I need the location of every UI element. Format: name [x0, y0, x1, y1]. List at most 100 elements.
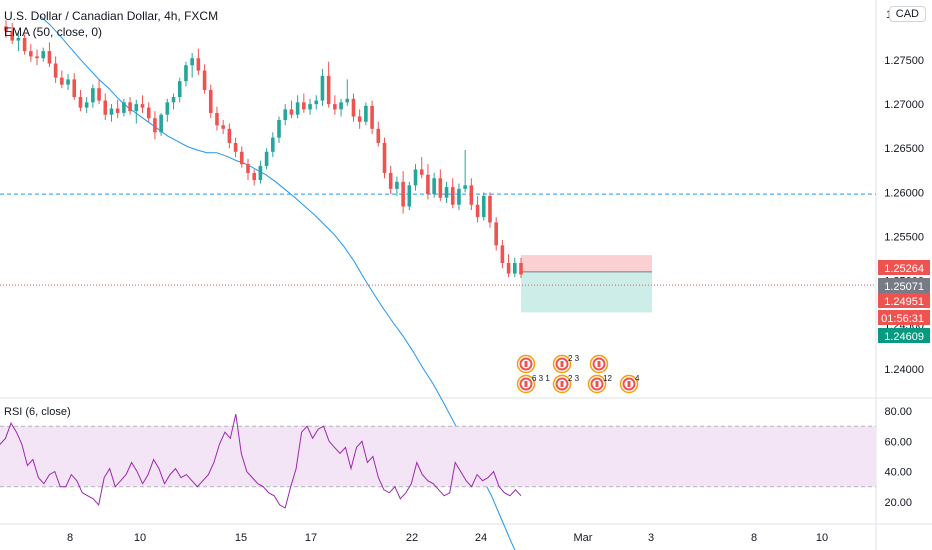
candle: [41, 47, 46, 62]
time-tick: 22: [406, 532, 418, 544]
candle: [475, 195, 480, 223]
time-tick: 8: [67, 532, 73, 544]
svg-text:2 3: 2 3: [568, 354, 580, 363]
candle: [370, 100, 374, 135]
candle: [91, 84, 95, 108]
candle: [457, 183, 461, 211]
take-profit-zone[interactable]: [521, 271, 652, 313]
time-tick: 10: [134, 532, 146, 544]
rsi-tick: 20.00: [884, 497, 912, 509]
economic-events[interactable]: 2 3 6 3 1 2 3 12 4: [516, 354, 641, 394]
candle: [221, 119, 225, 135]
candle: [308, 98, 312, 115]
candle: [376, 121, 381, 147]
rsi-tick: 60.00: [884, 436, 912, 448]
price-labels: 1.25264 1.25071 1.24951 01:56:31 1.24609: [878, 260, 930, 343]
candle: [463, 150, 467, 193]
candle: [140, 95, 145, 113]
candle: [271, 132, 275, 158]
event-icon[interactable]: 4: [619, 374, 641, 394]
position-tool[interactable]: [521, 255, 652, 313]
event-icon[interactable]: 6 3 1: [516, 374, 551, 394]
candle: [22, 34, 27, 55]
candle: [258, 160, 263, 184]
candlestick-series: [4, 20, 523, 279]
time-axis[interactable]: 8 10 15 17 22 24 Mar 3 8 10: [67, 532, 828, 544]
candle: [413, 164, 418, 191]
candle: [227, 123, 232, 149]
price-label-target: 1.24609: [878, 328, 930, 343]
svg-text:1.25071: 1.25071: [884, 281, 924, 293]
rsi-pane: [0, 413, 876, 509]
event-icon[interactable]: [589, 354, 609, 374]
candle: [320, 68, 325, 106]
candle: [295, 95, 300, 119]
time-tick: 15: [235, 532, 247, 544]
svg-text:12: 12: [603, 374, 612, 383]
price-tick: 1.26500: [884, 143, 924, 155]
candle: [283, 104, 288, 126]
price-tick: 1.25500: [884, 232, 924, 244]
candle: [494, 217, 498, 251]
candle: [35, 49, 39, 66]
event-icon[interactable]: [516, 354, 536, 374]
candle: [519, 257, 523, 279]
candle: [239, 146, 244, 168]
svg-text:1.24951: 1.24951: [884, 296, 924, 308]
candle: [252, 169, 256, 186]
ema-legend: EMA (50, close, 0): [4, 25, 106, 39]
candle: [357, 109, 362, 129]
candle: [264, 148, 269, 170]
event-icon[interactable]: 2 3: [552, 354, 580, 374]
candle: [208, 84, 213, 119]
time-tick: 24: [475, 532, 487, 544]
price-label-stop: 1.25264: [878, 260, 930, 275]
svg-text:01:56:31: 01:56:31: [881, 313, 924, 325]
candle: [395, 176, 399, 196]
candle: [351, 93, 356, 122]
time-tick: 17: [305, 532, 317, 544]
candle: [171, 93, 176, 110]
currency-button[interactable]: CAD: [888, 6, 926, 22]
symbol-legend: U.S. Dollar / Canadian Dollar, 4h, FXCM: [4, 9, 222, 23]
svg-text:6 3 1: 6 3 1: [532, 374, 550, 383]
candle: [314, 95, 319, 110]
price-tick: 1.24000: [884, 364, 924, 376]
price-label-entry: 1.24951: [878, 293, 930, 308]
symbol-title: U.S. Dollar / Canadian Dollar, 4h, FXCM: [4, 9, 219, 23]
ema-label: EMA (50, close, 0): [4, 25, 103, 39]
price-tick: 1.27500: [884, 55, 924, 67]
candle: [277, 116, 281, 143]
candle: [289, 100, 294, 119]
candle: [512, 257, 517, 278]
candle: [450, 178, 455, 209]
rsi-line: [0, 413, 522, 509]
candle: [29, 44, 33, 62]
candle: [10, 22, 15, 45]
candle: [78, 89, 83, 112]
rsi-label: RSI (6, close): [4, 406, 71, 418]
candle: [146, 102, 151, 122]
svg-text:4: 4: [635, 374, 640, 383]
candle: [60, 70, 64, 89]
candle: [66, 74, 70, 90]
candle: [401, 171, 405, 214]
candle: [115, 99, 120, 119]
candle: [202, 64, 207, 94]
candle: [84, 97, 89, 113]
candle: [432, 172, 436, 198]
candle: [481, 192, 486, 221]
event-icon[interactable]: 2 3: [552, 374, 580, 394]
candle: [302, 93, 306, 113]
rsi-axis: 20.00 40.00 60.00 80.00: [884, 406, 912, 509]
candle: [177, 77, 182, 103]
candle: [364, 102, 368, 126]
candle: [438, 169, 443, 202]
candle: [426, 164, 430, 200]
event-icon[interactable]: 12: [587, 374, 613, 394]
stop-loss-zone[interactable]: [521, 255, 652, 272]
price-tick: 1.26000: [884, 187, 924, 199]
svg-text:1.25264: 1.25264: [884, 263, 924, 275]
